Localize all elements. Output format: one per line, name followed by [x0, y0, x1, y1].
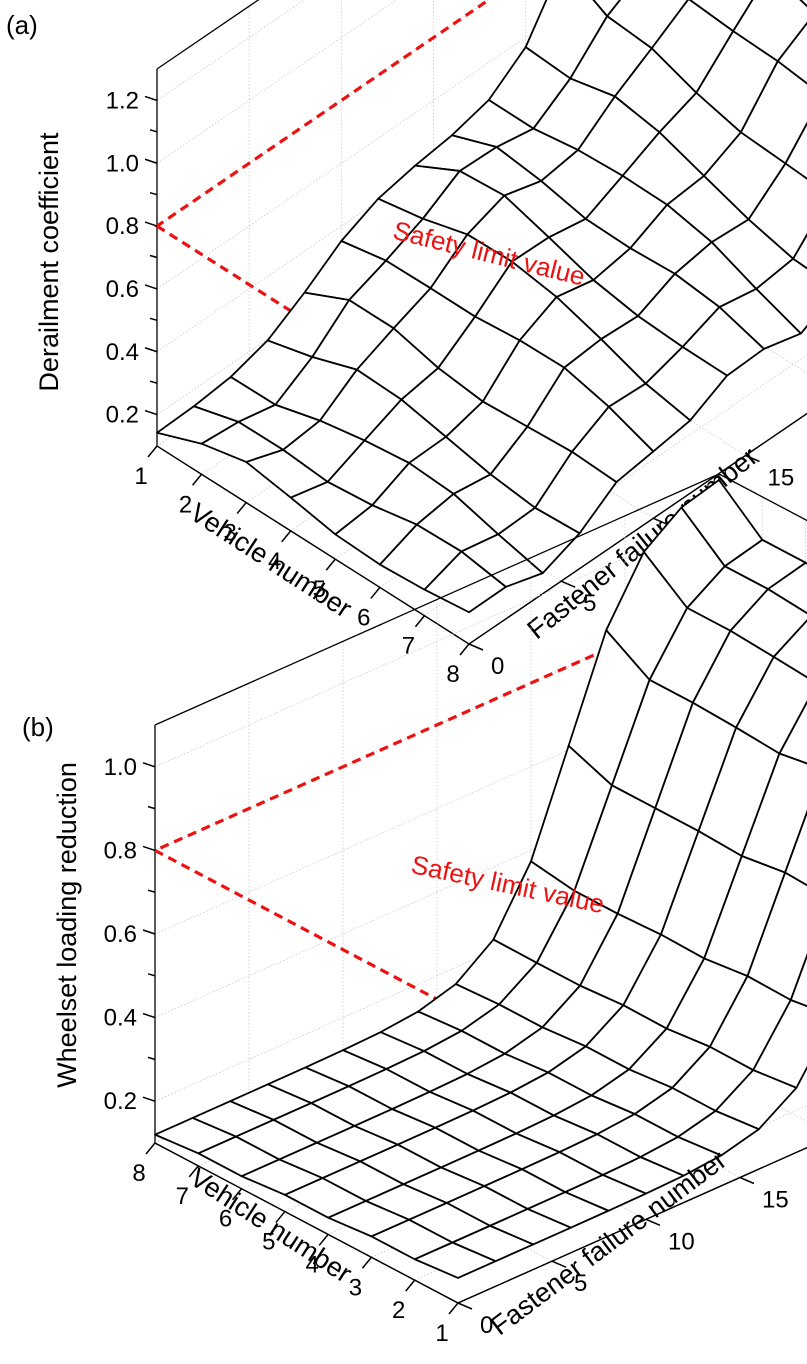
b-z-tick-label-0: 0.2 — [104, 1088, 137, 1115]
a-z-tick-5 — [144, 95, 158, 102]
b-z-tick-0 — [142, 1096, 156, 1102]
b-y-tick-1 — [551, 1260, 567, 1268]
panel-b-label: (b) — [22, 712, 54, 742]
b-z-tick-3 — [142, 845, 156, 852]
b-y-tick-0 — [457, 1302, 473, 1310]
a-y-tick-label-1: 5 — [583, 590, 596, 617]
panel-b-z-axis-title: Wheelset loading reduction — [52, 762, 82, 1088]
a-z-tick-label-4: 1.0 — [106, 150, 139, 177]
a-x-tick-label-5: 6 — [357, 604, 370, 631]
panel-b-wheelset-loading-reduction: 0.20.40.60.81.087654321051015202530 (b) … — [22, 473, 807, 1347]
a-z-minor-tick-1 — [149, 317, 158, 322]
b-x-tick-label-1: 7 — [176, 1183, 189, 1210]
a-x-tick-label-0: 1 — [134, 463, 147, 490]
b-x-tick-label-6: 2 — [392, 1297, 405, 1324]
b-z-tick-2 — [142, 929, 156, 935]
b-x-tick-label-5: 3 — [349, 1274, 362, 1301]
a-x-tick-label-4: 5 — [313, 576, 326, 603]
a-x-tick-6 — [414, 615, 426, 628]
b-x-tick-label-0: 8 — [132, 1160, 145, 1187]
a-x-tick-5 — [370, 586, 381, 599]
a-z-minor-tick-2 — [149, 254, 158, 259]
a-z-tick-4 — [144, 158, 158, 164]
a-z-minor-tick-4 — [149, 129, 158, 133]
a-frame-edge-3 — [156, 0, 260, 70]
a-y-tick-0 — [468, 643, 484, 651]
a-x-tick-label-1: 2 — [179, 491, 192, 518]
b-z-minor-tick-0 — [147, 1056, 156, 1061]
a-x-tick-3 — [281, 530, 292, 543]
a-surface-cell — [792, 232, 807, 270]
b-z-tick-1 — [142, 1012, 156, 1019]
a-surface-cell — [784, 121, 807, 180]
b-x-tick-6 — [405, 1279, 416, 1292]
b-frame-edge-3 — [154, 473, 720, 726]
b-frame-edge-4 — [718, 473, 807, 522]
a-z-minor-tick-3 — [149, 191, 158, 196]
b-x-tick-label-7: 1 — [435, 1320, 448, 1347]
b-x-tick-4 — [318, 1233, 329, 1246]
a-z-tick-0 — [144, 409, 158, 416]
b-x-tick-7 — [448, 1302, 459, 1315]
b-x-axis-line — [154, 1142, 459, 1304]
b-x-tick-1 — [188, 1165, 199, 1178]
a-z-tick-label-2: 0.6 — [106, 276, 139, 303]
b-y-tick-3 — [739, 1176, 755, 1185]
a-z-tick-label-5: 1.2 — [106, 87, 139, 114]
a-z-tick-label-3: 0.8 — [106, 213, 139, 240]
b-y-tick-label-2: 10 — [668, 1228, 695, 1255]
b-y-tick-label-0: 0 — [480, 1312, 493, 1339]
b-y-tick-label-1: 5 — [574, 1270, 587, 1297]
b-z-tick-label-4: 1.0 — [104, 754, 137, 781]
b-z-minor-tick-2 — [147, 889, 156, 893]
a-y-tick-3 — [745, 454, 760, 463]
a-z-minor-tick-0 — [149, 380, 158, 384]
a-y-tick-label-0: 0 — [491, 653, 504, 680]
a-x-tick-label-6: 7 — [402, 633, 415, 660]
b-x-tick-2 — [231, 1188, 243, 1201]
b-safety-limit-plane — [151, 597, 807, 1013]
a-z-tick-1 — [144, 347, 158, 353]
b-x-tick-3 — [275, 1211, 286, 1224]
a-y-axis-line — [468, 412, 807, 645]
b-x-tick-label-2: 6 — [219, 1206, 232, 1233]
a-y-tick-label-3: 15 — [768, 465, 795, 492]
b-z-minor-tick-1 — [147, 973, 156, 977]
b-z-minor-tick-3 — [147, 805, 156, 810]
a-x-axis-line — [156, 445, 470, 645]
a-x-tick-2 — [236, 502, 247, 515]
b-surface-cell — [784, 809, 807, 887]
a-x-tick-label-7: 8 — [446, 661, 459, 688]
a-x-tick-label-3: 4 — [268, 548, 281, 575]
a-x-tick-1 — [191, 473, 203, 486]
a-y-tick-2 — [653, 517, 668, 526]
b-x-tick-5 — [361, 1256, 373, 1269]
a-surface-cell — [592, 0, 622, 18]
b-x-tick-label-4: 4 — [305, 1251, 318, 1278]
a-surface-cell — [156, 405, 240, 445]
b-z-tick-label-1: 0.4 — [104, 1005, 137, 1032]
a-x-tick-0 — [147, 445, 158, 458]
b-x-tick-label-3: 5 — [262, 1229, 275, 1256]
a-z-tick-3 — [144, 221, 158, 227]
a-x-tick-label-2: 3 — [223, 520, 236, 547]
a-z-tick-2 — [144, 284, 158, 290]
a-x-tick-7 — [459, 643, 470, 656]
a-y-tick-1 — [560, 580, 576, 588]
b-y-tick-2 — [645, 1218, 661, 1227]
panel-a-label: (a) — [6, 10, 38, 40]
b-y-tick-label-3: 15 — [762, 1187, 789, 1214]
b-z-tick-label-2: 0.6 — [104, 921, 137, 948]
panel-a-z-axis-title: Derailment coefficient — [34, 132, 64, 392]
a-z-tick-label-1: 0.4 — [106, 339, 139, 366]
b-y-axis-line — [457, 1146, 807, 1304]
a-z-tick-label-0: 0.2 — [106, 402, 139, 429]
b-x-tick-0 — [145, 1142, 156, 1155]
b-z-tick-label-3: 0.8 — [104, 837, 137, 864]
a-x-tick-4 — [325, 558, 336, 571]
b-z-tick-4 — [142, 762, 156, 768]
b-surface-cell — [154, 1116, 237, 1155]
